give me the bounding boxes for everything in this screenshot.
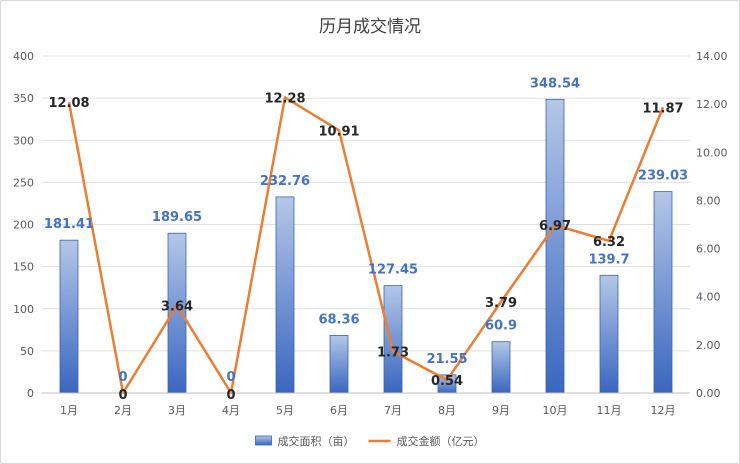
bar-series xyxy=(59,98,673,394)
left-tick-label: 250 xyxy=(13,176,34,189)
bar-value-label: 181.41 xyxy=(44,217,94,232)
line-value-label: 3.79 xyxy=(485,296,517,311)
legend: 成交面积（亩） 成交金额（亿元） xyxy=(255,434,485,448)
x-axis: 1月 2月 3月 4月 5月 6月 7月 8月 9月 10月 11月 12月 xyxy=(42,392,690,417)
x-tick-label: 2月 xyxy=(114,404,132,417)
line-series xyxy=(67,96,665,395)
bar xyxy=(329,335,349,394)
line-value-label: 3.64 xyxy=(161,299,193,314)
bar xyxy=(275,196,295,394)
x-tick-label: 7月 xyxy=(384,404,402,417)
line-value-label: 0 xyxy=(226,388,235,403)
x-tick-label: 1月 xyxy=(60,404,78,417)
right-tick-label: 2.00 xyxy=(696,339,721,352)
bar-value-label: 139.7 xyxy=(588,252,629,267)
left-tick-label: 50 xyxy=(20,345,34,358)
x-tick-label: 10月 xyxy=(543,404,568,417)
line-value-label: 11.87 xyxy=(642,101,683,116)
line-value-label: 0.54 xyxy=(431,374,463,389)
right-tick-label: 4.00 xyxy=(696,291,721,304)
line-value-label: 1.73 xyxy=(377,345,409,360)
right-tick-label: 10.00 xyxy=(696,146,728,159)
series-line xyxy=(67,96,665,395)
right-tick-label: 6.00 xyxy=(696,243,721,256)
chart-title: 历月成交情况 xyxy=(319,17,421,37)
legend-label-line: 成交金额（亿元） xyxy=(397,434,485,448)
left-axis: 0 50 100 150 200 250 300 350 400 xyxy=(13,50,34,400)
bar-value-label: 60.9 xyxy=(485,319,517,334)
line-value-label: 12.08 xyxy=(48,96,89,111)
x-tick-label: 8月 xyxy=(438,404,456,417)
bar-value-label: 189.65 xyxy=(152,210,202,225)
bar xyxy=(59,239,79,394)
bar-value-label: 232.76 xyxy=(260,174,310,189)
x-tick-label: 5月 xyxy=(276,404,294,417)
right-tick-label: 12.00 xyxy=(696,98,728,111)
right-tick-label: 14.00 xyxy=(696,50,728,63)
x-tick-label: 11月 xyxy=(597,404,622,417)
line-value-label: 6.97 xyxy=(539,219,571,234)
x-tick-label: 12月 xyxy=(651,404,676,417)
line-value-label: 10.91 xyxy=(318,124,359,139)
bar xyxy=(383,285,403,394)
bar-value-label: 0 xyxy=(226,370,235,385)
data-labels: 181.41 0 189.65 0 232.76 68.36 127.45 21.55 60.9… xyxy=(44,76,688,403)
bar xyxy=(653,191,673,394)
left-tick-label: 400 xyxy=(13,50,34,63)
legend-label-bar: 成交面积（亩） xyxy=(278,434,355,448)
bar xyxy=(545,98,565,394)
legend-swatch-bar xyxy=(255,435,272,446)
bar-value-label: 0 xyxy=(118,370,127,385)
left-tick-label: 100 xyxy=(13,303,34,316)
left-tick-label: 0 xyxy=(27,387,34,400)
bar-value-label: 127.45 xyxy=(368,263,418,278)
left-tick-label: 350 xyxy=(13,92,34,105)
right-axis: 0.00 2.00 4.00 6.00 8.00 10.00 12.00 14.00 xyxy=(696,50,728,400)
line-value-label: 6.32 xyxy=(593,235,625,250)
right-tick-label: 0.00 xyxy=(696,387,721,400)
x-tick-label: 4月 xyxy=(222,404,240,417)
bar xyxy=(491,341,511,394)
line-value-label: 12.28 xyxy=(264,91,305,106)
bar-value-label: 239.03 xyxy=(638,169,688,184)
left-tick-label: 300 xyxy=(13,134,34,147)
bar-value-label: 348.54 xyxy=(530,76,580,91)
bar-value-label: 68.36 xyxy=(318,312,359,327)
left-tick-label: 200 xyxy=(13,219,34,232)
right-tick-label: 8.00 xyxy=(696,194,721,207)
x-tick-label: 3月 xyxy=(168,404,186,417)
gridlines xyxy=(42,55,690,394)
left-tick-label: 150 xyxy=(13,261,34,274)
x-tick-label: 9月 xyxy=(492,404,510,417)
x-tick-label: 6月 xyxy=(330,404,348,417)
bar-value-label: 21.55 xyxy=(426,352,467,367)
line-value-label: 0 xyxy=(118,388,127,403)
bar xyxy=(599,274,619,394)
